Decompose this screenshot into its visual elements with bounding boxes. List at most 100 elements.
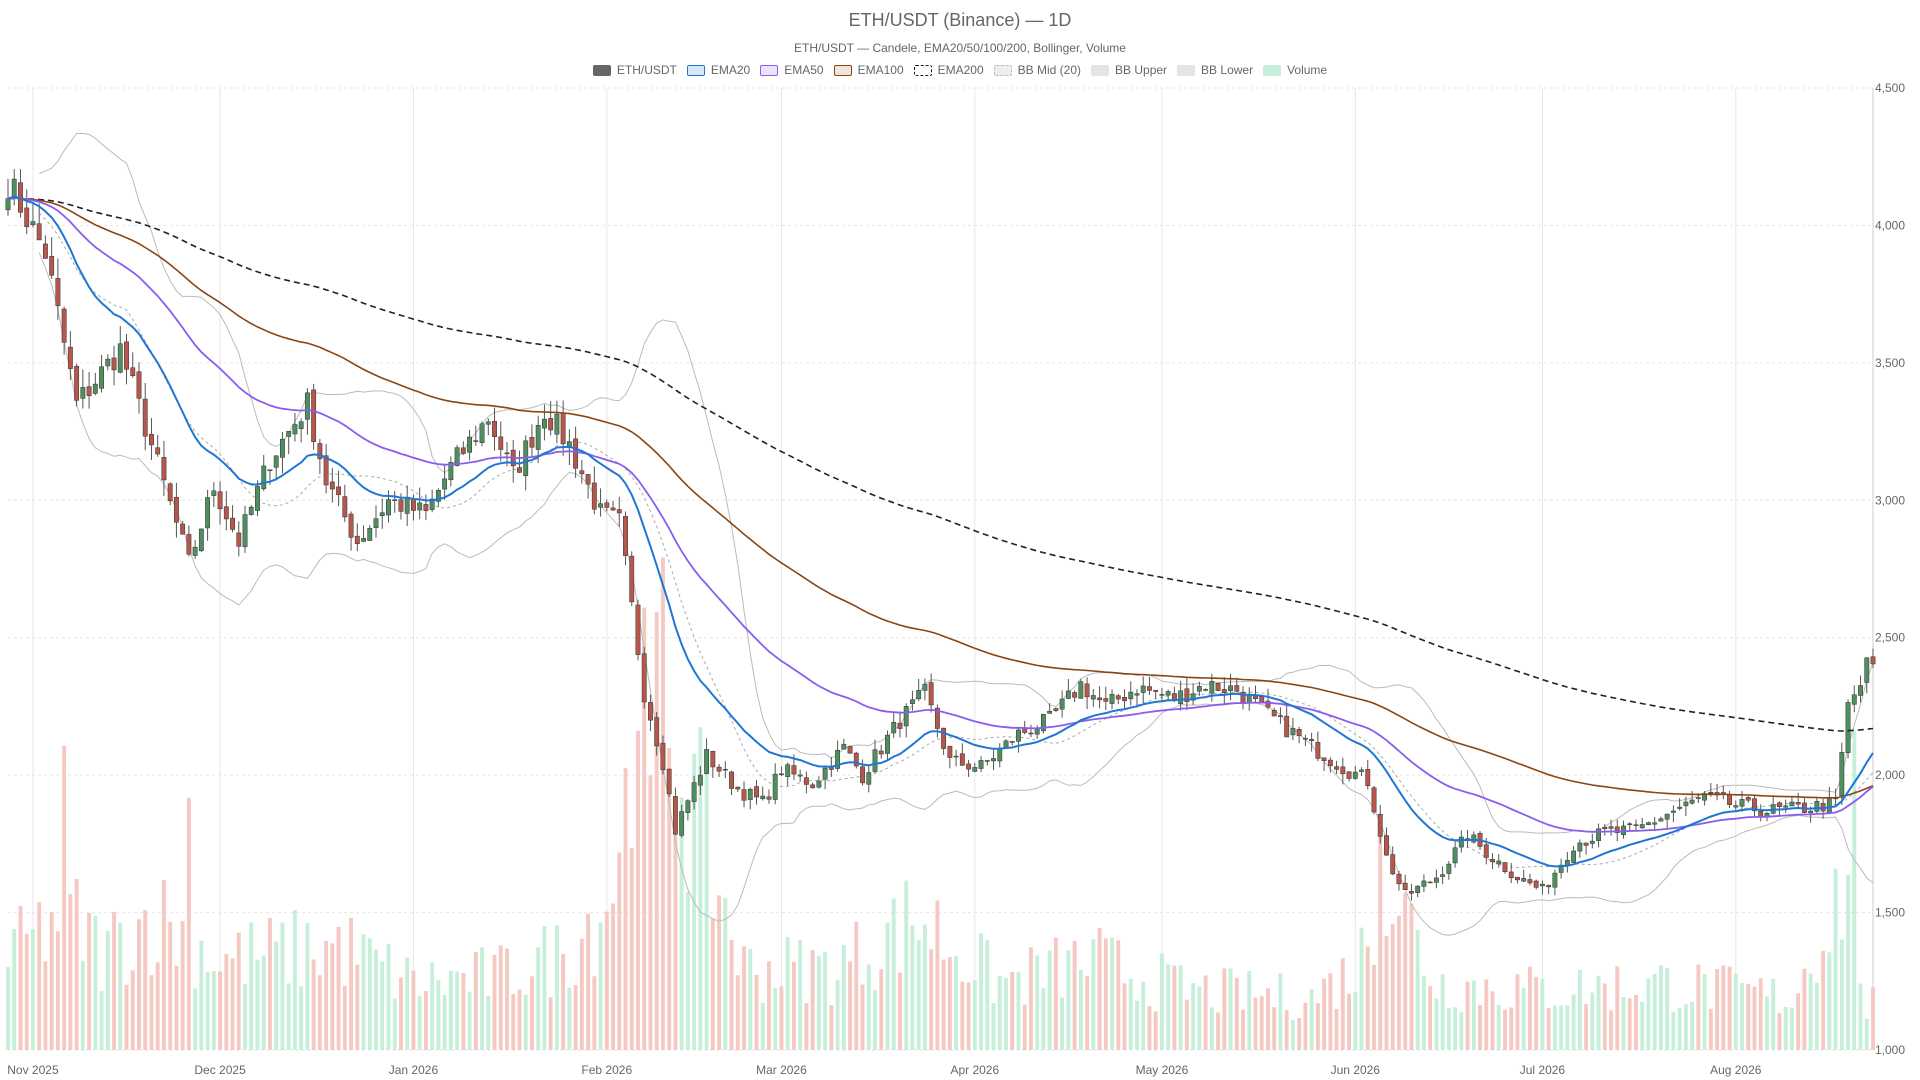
x-tick-label: Mar 2026 [756, 1063, 807, 1077]
volume-bar [1047, 950, 1052, 1050]
volume-bar [791, 961, 796, 1050]
volume-bar [1852, 730, 1857, 1050]
candle-body [941, 727, 947, 749]
volume-bar [286, 983, 291, 1050]
candle-body [1527, 879, 1533, 884]
volume-bar [1066, 950, 1071, 1050]
candle-body [566, 441, 572, 449]
legend-item[interactable]: EMA20 [686, 63, 750, 77]
volume-bar [1528, 966, 1532, 1050]
candle-body [86, 386, 92, 396]
volume-bar [43, 961, 48, 1050]
volume-bar [860, 984, 865, 1050]
volume-bar [916, 940, 921, 1050]
candle-body [111, 357, 117, 371]
volume-bar [1359, 927, 1364, 1050]
candle-body [822, 767, 828, 780]
volume-bar [785, 936, 790, 1050]
legend-item[interactable]: EMA100 [833, 63, 904, 77]
volume-bar [1284, 1009, 1289, 1050]
legend-item[interactable]: BB Lower [1177, 63, 1253, 77]
legend-item[interactable]: EMA200 [913, 63, 984, 77]
ema50-line [7, 196, 1874, 833]
candle-body [192, 547, 198, 556]
volume-bar [1677, 1008, 1682, 1050]
legend-item[interactable]: EMA50 [760, 63, 824, 77]
volume-bar [617, 852, 622, 1050]
volume-bar [1871, 987, 1875, 1050]
volume-bar [1340, 958, 1345, 1050]
volume-bar [1634, 994, 1638, 1050]
volume-bar [1434, 998, 1439, 1050]
volume-bar [592, 976, 597, 1050]
volume-bar [218, 971, 223, 1050]
volume-bar [342, 985, 347, 1050]
volume-bar [37, 902, 42, 1050]
volume-bar [1016, 971, 1021, 1050]
candle-body [49, 256, 55, 276]
candle-body [1290, 728, 1296, 736]
volume-bar [654, 612, 659, 1050]
candle-body [548, 418, 554, 431]
candle-body [1608, 826, 1614, 829]
legend-swatch [1177, 64, 1196, 76]
candle-body [604, 502, 610, 508]
candle-body [529, 437, 535, 448]
candle-body [336, 486, 342, 496]
volume-bar [573, 984, 578, 1050]
volume-bar [1060, 997, 1065, 1050]
candle-body [541, 418, 547, 429]
volume-bar [710, 918, 715, 1050]
volume-bar [1297, 1018, 1302, 1050]
legend-item[interactable]: BB Mid (20) [993, 63, 1081, 77]
volume-bar [255, 959, 260, 1050]
candle-body [1789, 801, 1795, 807]
candle-body [1533, 880, 1539, 888]
legend-label: EMA200 [937, 63, 984, 77]
volume-bar [717, 895, 721, 1050]
candle-body [1558, 864, 1564, 873]
volume-bar [193, 988, 198, 1050]
candle-body [304, 392, 310, 420]
volume-bar [1534, 976, 1539, 1050]
volume-bar [1178, 965, 1183, 1050]
candle-body [853, 752, 859, 767]
volume-bar [1415, 929, 1420, 1050]
candle-body [1427, 881, 1433, 884]
legend-swatch [592, 64, 611, 76]
candle-body [891, 722, 897, 734]
candle-body [984, 760, 990, 762]
legend-item[interactable]: Volume [1263, 63, 1327, 77]
candle-body [710, 750, 716, 768]
volume-bar [1646, 978, 1651, 1050]
candle-body [1309, 739, 1315, 741]
volume-bar [1328, 973, 1333, 1050]
candle-body [492, 420, 497, 438]
volume-bar [629, 847, 634, 1050]
volume-bar [330, 943, 335, 1050]
legend-item[interactable]: ETH/USDT [592, 63, 677, 77]
candle-body [729, 771, 734, 789]
candle-body [953, 755, 959, 758]
candle-body [1246, 694, 1252, 704]
legend-item[interactable]: BB Upper [1091, 63, 1167, 77]
volume-bar [623, 768, 628, 1050]
volume-bar [1290, 1020, 1295, 1050]
volume-bar [1041, 988, 1046, 1050]
volume-bar [430, 962, 435, 1050]
volume-bar [1565, 1005, 1570, 1050]
candle-body [1658, 818, 1664, 822]
candle-body [1271, 709, 1277, 717]
volume-bar [423, 990, 428, 1050]
candle-body [1034, 728, 1040, 735]
candle-body [1097, 697, 1102, 701]
volume-bar [954, 956, 959, 1050]
volume-bar [324, 941, 329, 1050]
volume-bar [1103, 938, 1108, 1050]
volume-bar [74, 878, 79, 1050]
volume-bar [567, 987, 572, 1050]
volume-bar [1397, 915, 1401, 1050]
volume-bar [1303, 1002, 1308, 1050]
candle-body [367, 528, 373, 541]
volume-bar [180, 921, 185, 1050]
